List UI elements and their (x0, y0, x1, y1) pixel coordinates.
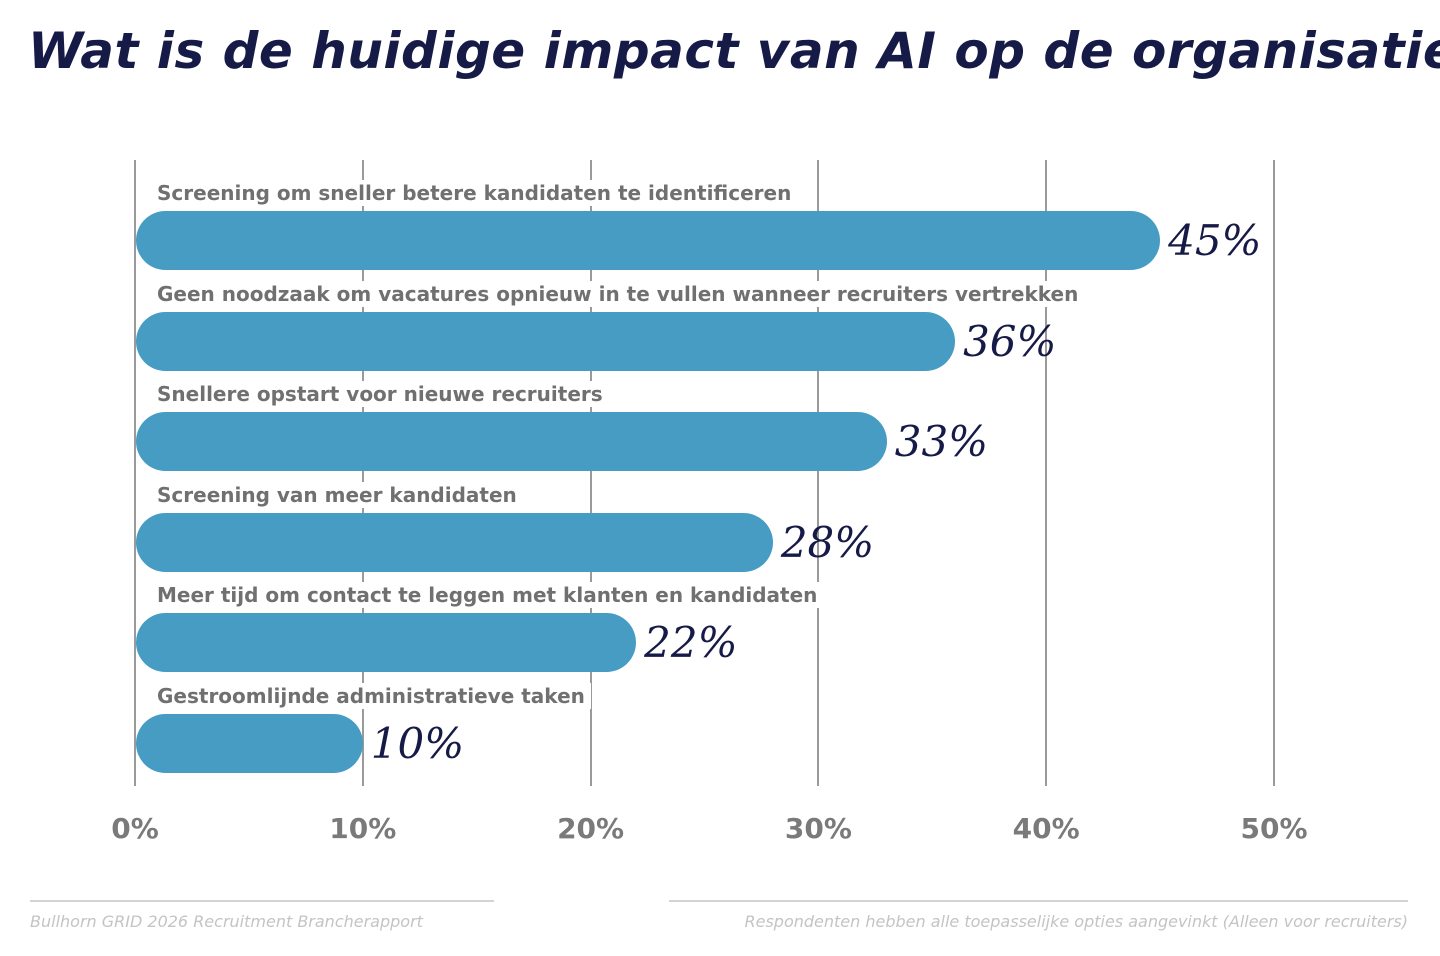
x-tick-label: 50% (1240, 812, 1308, 845)
footer-note: Respondenten hebben alle toepasselijke o… (744, 912, 1409, 931)
gridline (1273, 160, 1275, 786)
value-label: 22% (644, 618, 738, 667)
category-label: Screening om sneller betere kandidaten t… (157, 180, 798, 206)
gridline (361, 160, 364, 786)
footer-divider-left (30, 900, 494, 902)
category-label: Geen noodzaak om vacatures opnieuw in te… (157, 280, 1085, 307)
bar (136, 211, 1161, 270)
gridline (134, 160, 136, 786)
gridline (817, 160, 820, 786)
gridline (1045, 160, 1048, 786)
value-label: 45% (1168, 216, 1262, 265)
bar (136, 713, 363, 773)
x-tick-label: 40% (1012, 812, 1080, 845)
footer-source: Bullhorn GRID 2026 Recruitment Branchera… (30, 912, 423, 931)
bar (136, 512, 773, 572)
gridline (589, 160, 592, 786)
category-label: Snellere opstart voor nieuwe recruiters (157, 381, 609, 407)
value-label: 10% (370, 718, 465, 768)
category-label: Gestroomlijnde administratieve taken (157, 682, 591, 709)
x-tick-label: 10% (329, 812, 397, 845)
chart-title: Wat is de huidige impact van AI op de or… (28, 22, 1440, 80)
x-tick-label: 30% (784, 812, 852, 845)
category-label: Screening van meer kandidaten (157, 481, 523, 508)
bar (136, 311, 956, 371)
value-label: 36% (963, 316, 1057, 366)
bar (136, 613, 637, 672)
category-label: Meer tijd om contact te leggen met klant… (157, 582, 824, 608)
x-tick-label: 0% (111, 812, 159, 845)
value-label: 28% (780, 517, 875, 567)
value-label: 33% (894, 417, 989, 466)
bar (136, 412, 887, 471)
x-tick-label: 20% (557, 812, 625, 845)
footer-divider-right (669, 900, 1408, 902)
